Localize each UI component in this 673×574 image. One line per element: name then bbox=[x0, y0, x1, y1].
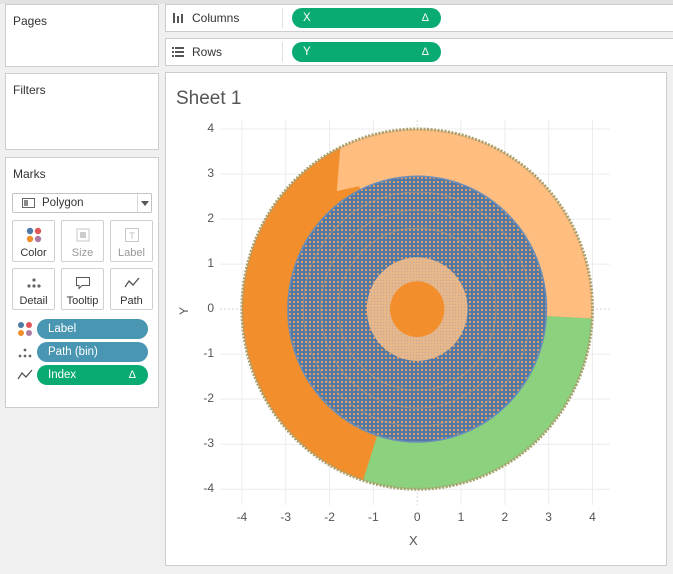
y-pill[interactable]: Y Δ bbox=[292, 42, 441, 62]
swirl-ring bbox=[320, 209, 514, 409]
color-button-label: Color bbox=[20, 247, 47, 259]
x-tick-label: -2 bbox=[324, 510, 335, 524]
delta-icon: Δ bbox=[128, 369, 136, 381]
color-icon bbox=[26, 227, 42, 243]
blue-disc-edge bbox=[287, 175, 548, 443]
label-button-label: Label bbox=[118, 247, 145, 259]
x-axis-title: X bbox=[409, 533, 418, 548]
marks-field-label[interactable]: Label bbox=[15, 319, 149, 339]
detail-button-label: Detail bbox=[19, 295, 48, 307]
swirl-ring bbox=[337, 227, 497, 391]
shelf-divider bbox=[282, 42, 283, 62]
color-icon bbox=[18, 322, 32, 336]
y-tick-label: 4 bbox=[207, 121, 214, 135]
y-tick-label: -4 bbox=[203, 481, 214, 496]
y-tick-label: 3 bbox=[207, 166, 214, 181]
index-pill[interactable]: Index Δ bbox=[37, 365, 148, 385]
x-tick-label: 3 bbox=[545, 510, 552, 524]
y-tick-label: 0 bbox=[207, 301, 214, 316]
rows-shelf[interactable]: Rows Y Δ bbox=[165, 38, 673, 66]
polygon-chart[interactable] bbox=[220, 120, 610, 505]
detail-button[interactable]: Detail bbox=[12, 268, 55, 310]
dropdown-divider bbox=[137, 194, 138, 212]
x-pill[interactable]: X Δ bbox=[292, 8, 441, 28]
label-button[interactable]: T Label bbox=[110, 220, 153, 262]
marks-title: Marks bbox=[13, 167, 46, 181]
light-orange-edge bbox=[336, 147, 391, 192]
top-toolbar-strip bbox=[0, 0, 673, 4]
y-tick-label: -3 bbox=[203, 436, 214, 451]
x-tick-label: -4 bbox=[236, 510, 248, 524]
center-disc bbox=[390, 281, 445, 338]
filters-title: Filters bbox=[13, 83, 46, 97]
shelf-divider bbox=[282, 8, 283, 28]
label-pill[interactable]: Label bbox=[37, 319, 148, 339]
tooltip-button-label: Tooltip bbox=[66, 295, 99, 307]
pages-title: Pages bbox=[13, 14, 48, 28]
path-bin-pill-text: Path (bin) bbox=[48, 346, 98, 358]
x-tick-label: -1 bbox=[368, 510, 379, 524]
y-tick-label: -2 bbox=[203, 391, 214, 406]
y-pill-text: Y bbox=[303, 46, 311, 58]
x-tick-label: 0 bbox=[413, 510, 421, 524]
chevron-down-icon bbox=[141, 201, 149, 206]
rows-icon bbox=[172, 47, 184, 57]
y-tick-label: -1 bbox=[203, 346, 214, 361]
swirl-ring bbox=[302, 191, 532, 427]
detail-icon bbox=[27, 278, 41, 288]
tooltip-button[interactable]: Tooltip bbox=[61, 268, 104, 310]
columns-icon bbox=[173, 13, 183, 23]
size-button-label: Size bbox=[71, 247, 94, 259]
y-axis-title: Y bbox=[177, 306, 192, 316]
filters-panel[interactable]: Filters bbox=[5, 73, 159, 150]
columns-label: Columns bbox=[192, 11, 240, 25]
color-button[interactable]: Color bbox=[12, 220, 55, 262]
detail-icon bbox=[18, 348, 32, 358]
svg-text:T: T bbox=[129, 231, 135, 241]
x-tick-label: 1 bbox=[457, 510, 465, 524]
path-button-label: Path bbox=[120, 295, 143, 307]
mark-type-label: Polygon bbox=[42, 197, 84, 209]
polygon-mark-icon bbox=[22, 198, 35, 208]
tooltip-icon bbox=[76, 277, 90, 290]
mark-type-dropdown[interactable]: Polygon bbox=[12, 193, 152, 213]
marks-field-path-bin[interactable]: Path (bin) bbox=[15, 342, 149, 362]
chart-marks bbox=[240, 127, 594, 491]
outer-border bbox=[240, 127, 594, 491]
label-pill-text: Label bbox=[48, 323, 77, 335]
size-button[interactable]: Size bbox=[61, 220, 104, 262]
path-icon bbox=[124, 277, 140, 288]
y-tick-label: 2 bbox=[207, 211, 214, 226]
path-button[interactable]: Path bbox=[110, 268, 153, 310]
label-icon: T bbox=[125, 228, 139, 242]
columns-shelf[interactable]: Columns X Δ bbox=[165, 4, 673, 32]
delta-icon: Δ bbox=[421, 12, 429, 24]
y-tick-label: 1 bbox=[207, 256, 214, 271]
index-pill-text: Index bbox=[48, 369, 77, 381]
path-bin-pill[interactable]: Path (bin) bbox=[37, 342, 148, 362]
rows-label: Rows bbox=[192, 45, 223, 59]
x-tick-label: 2 bbox=[501, 510, 509, 524]
marks-field-index[interactable]: Index Δ bbox=[15, 365, 149, 385]
x-tick-label: 4 bbox=[589, 510, 596, 524]
sheet-title: Sheet 1 bbox=[176, 88, 242, 109]
size-icon bbox=[76, 228, 90, 242]
path-icon bbox=[17, 369, 33, 380]
x-pill-text: X bbox=[303, 12, 311, 24]
delta-icon: Δ bbox=[421, 46, 429, 58]
pages-panel[interactable]: Pages bbox=[5, 4, 159, 67]
x-tick-label: -3 bbox=[280, 510, 292, 524]
